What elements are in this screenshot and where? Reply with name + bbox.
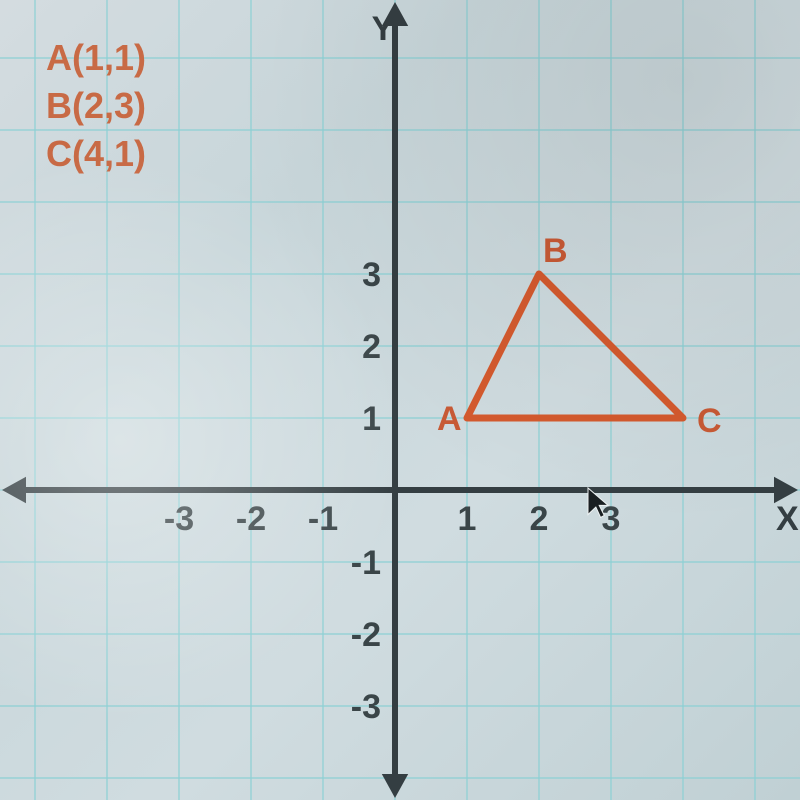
vertex-label-c: C: [697, 402, 722, 440]
vertex-label-a: A: [437, 400, 462, 438]
coord-list-line: B(2,3): [46, 85, 146, 126]
y-tick-label: -2: [351, 616, 381, 654]
x-tick-label: -2: [236, 500, 266, 538]
x-tick-label: 2: [530, 500, 549, 538]
x-tick-label: -1: [308, 500, 338, 538]
y-tick-label: 3: [362, 256, 381, 294]
y-tick-label: -1: [351, 544, 381, 582]
y-tick-label: -3: [351, 688, 381, 726]
vertex-label-b: B: [543, 232, 568, 270]
coord-list-line: A(1,1): [46, 37, 146, 78]
x-tick-label: 1: [458, 500, 477, 538]
y-tick-label: 1: [362, 400, 381, 438]
coordinate-plane-svg: X Y -3 -2 -1 1 2 3 -3 -2 -1 1 2 3 A B C A(1,1) B(2,3) C(4,1…: [0, 0, 800, 800]
x-axis-label: X: [776, 500, 799, 538]
coord-list-line: C(4,1): [46, 133, 146, 174]
graph-screenshot: X Y -3 -2 -1 1 2 3 -3 -2 -1 1 2 3 A B C A(1,1) B(2,3) C(4,1…: [0, 0, 800, 800]
x-tick-label: 3: [602, 500, 621, 538]
x-tick-label: -3: [164, 500, 194, 538]
y-tick-label: 2: [362, 328, 381, 366]
y-axis-label: Y: [372, 10, 395, 48]
